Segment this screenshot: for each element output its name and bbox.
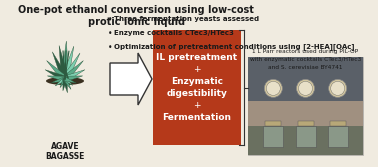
Text: AGAVE
BAGASSE: AGAVE BAGASSE bbox=[45, 142, 85, 161]
Bar bbox=[296, 126, 316, 147]
Polygon shape bbox=[63, 78, 71, 89]
Bar bbox=[248, 57, 363, 101]
Text: Fermentation: Fermentation bbox=[163, 113, 231, 122]
Bar bbox=[248, 126, 363, 155]
Polygon shape bbox=[65, 76, 83, 82]
Polygon shape bbox=[63, 79, 67, 93]
Bar bbox=[248, 57, 363, 155]
Polygon shape bbox=[61, 41, 69, 79]
Text: One-pot ethanol conversion using low-cost
protic ionic liquid: One-pot ethanol conversion using low-cos… bbox=[18, 5, 254, 27]
Circle shape bbox=[331, 81, 345, 95]
Text: IL pretreatment: IL pretreatment bbox=[156, 53, 237, 62]
Polygon shape bbox=[52, 52, 68, 80]
Text: 1 L Parr reactors used during PIL-OP: 1 L Parr reactors used during PIL-OP bbox=[253, 49, 359, 54]
Polygon shape bbox=[63, 79, 67, 91]
Polygon shape bbox=[64, 78, 73, 86]
Polygon shape bbox=[110, 53, 152, 105]
Polygon shape bbox=[64, 77, 76, 83]
Text: +: + bbox=[193, 101, 201, 110]
Circle shape bbox=[299, 81, 313, 95]
Text: •: • bbox=[108, 15, 113, 24]
Circle shape bbox=[264, 79, 282, 97]
Ellipse shape bbox=[46, 77, 84, 85]
Polygon shape bbox=[46, 61, 67, 81]
Text: Enzyme cocktails CTec3/HTec3: Enzyme cocktails CTec3/HTec3 bbox=[114, 30, 234, 36]
Polygon shape bbox=[59, 46, 68, 80]
Polygon shape bbox=[60, 78, 67, 88]
Circle shape bbox=[266, 81, 280, 95]
Text: Optimization of pretreatment conditions using [2-HEA][OAc]: Optimization of pretreatment conditions … bbox=[114, 44, 355, 50]
Polygon shape bbox=[63, 61, 84, 81]
FancyBboxPatch shape bbox=[153, 30, 241, 145]
Bar bbox=[248, 101, 363, 126]
Text: •: • bbox=[108, 42, 113, 51]
Text: +: + bbox=[193, 65, 201, 74]
Bar bbox=[263, 126, 283, 147]
Text: digestibility: digestibility bbox=[167, 89, 228, 98]
Polygon shape bbox=[45, 70, 66, 82]
Text: and S. cerevisiae BY4741: and S. cerevisiae BY4741 bbox=[268, 65, 343, 70]
Polygon shape bbox=[51, 77, 66, 83]
Polygon shape bbox=[64, 70, 85, 82]
Circle shape bbox=[329, 79, 347, 97]
Polygon shape bbox=[62, 46, 74, 80]
Polygon shape bbox=[55, 77, 66, 86]
Polygon shape bbox=[62, 53, 80, 81]
Text: •: • bbox=[108, 29, 113, 38]
Bar bbox=[265, 121, 281, 126]
Bar bbox=[328, 126, 348, 147]
Text: Three fermentation yeasts assessed: Three fermentation yeasts assessed bbox=[114, 16, 259, 22]
Bar bbox=[330, 121, 346, 126]
Polygon shape bbox=[47, 76, 65, 82]
Text: with enzymatic cocktails CTec3/HTec3: with enzymatic cocktails CTec3/HTec3 bbox=[250, 57, 361, 62]
Circle shape bbox=[296, 79, 314, 97]
Bar bbox=[297, 121, 313, 126]
Text: Enzymatic: Enzymatic bbox=[171, 77, 223, 86]
